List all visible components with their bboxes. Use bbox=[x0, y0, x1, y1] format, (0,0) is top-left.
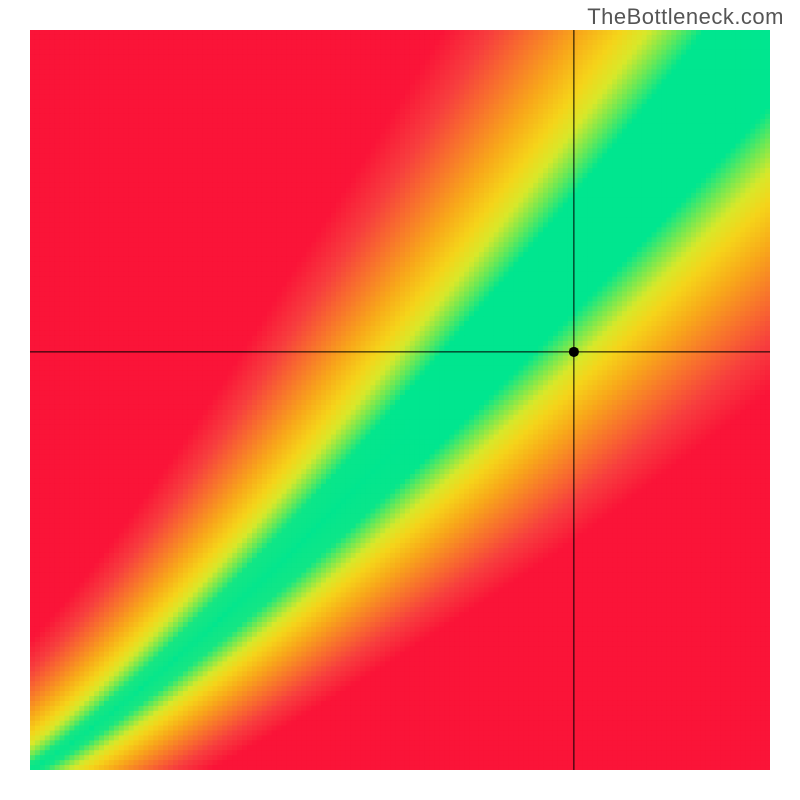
bottleneck-heatmap-canvas bbox=[30, 30, 770, 770]
chart-wrapper: TheBottleneck.com bbox=[0, 0, 800, 800]
watermark-text: TheBottleneck.com bbox=[587, 4, 784, 30]
